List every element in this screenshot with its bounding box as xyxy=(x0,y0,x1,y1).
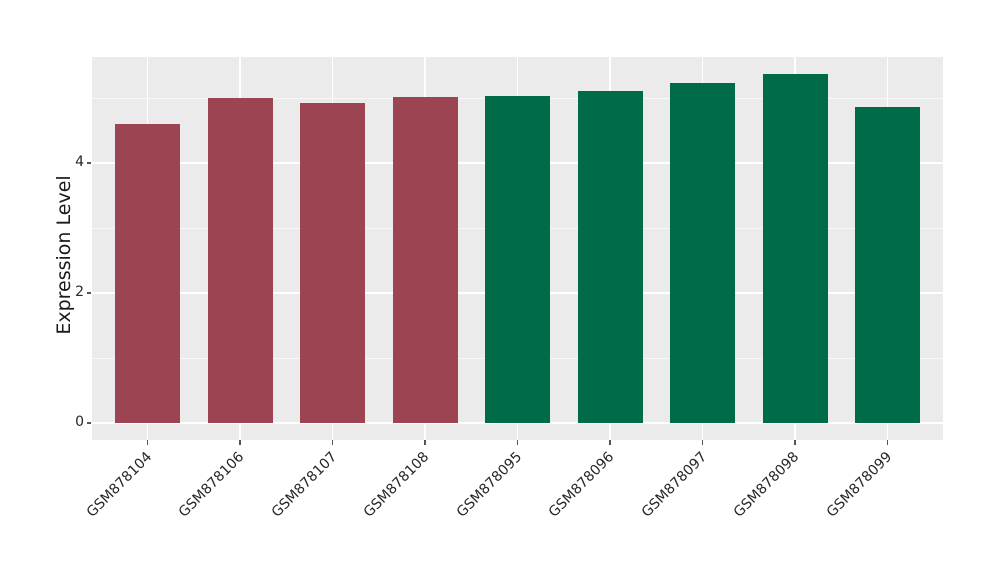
x-tick-mark xyxy=(424,440,426,445)
y-axis-title: Expression Level xyxy=(53,175,75,335)
x-tick-mark xyxy=(794,440,796,445)
bar-GSM878107 xyxy=(300,103,365,423)
bar-GSM878106 xyxy=(207,98,273,423)
y-tick-mark xyxy=(87,292,91,294)
bar-GSM878099 xyxy=(855,107,920,423)
y-tick-label: 2 xyxy=(75,284,84,300)
x-tick-mark xyxy=(146,440,149,445)
bar-GSM878104 xyxy=(115,124,180,423)
bar-GSM878095 xyxy=(485,96,550,423)
y-tick-mark xyxy=(87,162,91,164)
x-tick-label: GSM878099 xyxy=(823,449,895,521)
y-tick-label: 0 xyxy=(75,414,84,430)
y-tick-mark xyxy=(87,422,91,424)
x-tick-mark xyxy=(331,440,334,445)
x-tick-mark xyxy=(516,440,519,445)
bar-GSM878097 xyxy=(670,83,735,423)
x-tick-mark xyxy=(701,440,704,445)
x-tick-mark xyxy=(239,440,241,445)
y-tick-label: 4 xyxy=(75,154,84,170)
bar-GSM878098 xyxy=(762,73,828,423)
x-tick-mark xyxy=(886,440,889,445)
bar-GSM878108 xyxy=(392,96,458,423)
x-tick-mark xyxy=(609,440,611,445)
plot-panel xyxy=(92,57,943,440)
bar-GSM878096 xyxy=(577,90,643,423)
